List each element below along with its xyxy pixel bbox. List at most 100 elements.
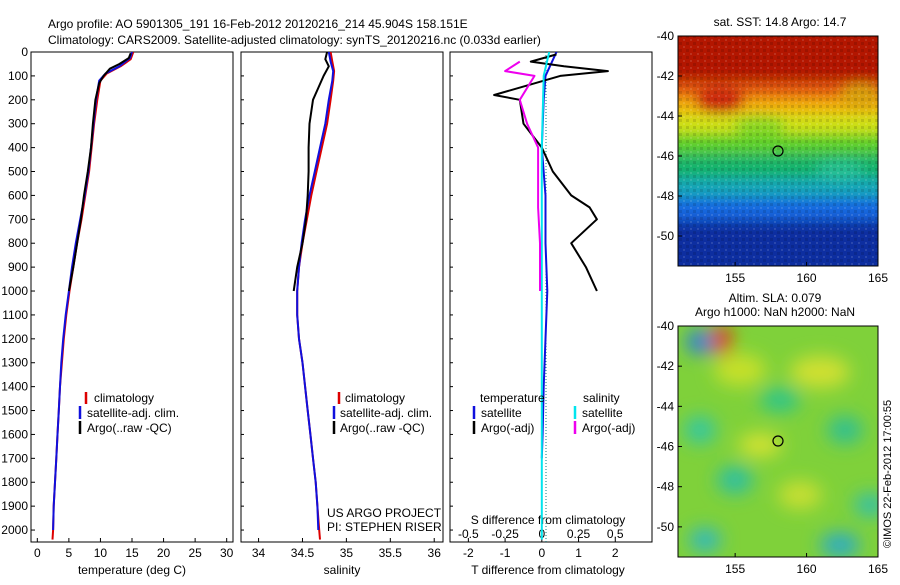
map-y-tick-label: -44 [657,109,675,123]
argo-location-marker [772,145,784,157]
depth-tick-label: 0 [21,45,28,59]
t-difference-x-axis: -2 -1 0 1 2 [463,538,619,560]
depth-tick-label: 200 [8,93,28,107]
difference-legend: temperature salinity satellite Argo(-adj… [472,391,635,435]
series-line-satellite-adj-clim- [296,52,335,531]
map-x-tick-label: 160 [797,271,817,285]
depth-tick-label: 600 [8,188,28,202]
map-y-tick-label: -50 [657,229,675,243]
x-tick-label: 36 [428,546,442,560]
map-x-tick-label: 160 [797,562,817,576]
legend-header-salinity: salinity [583,391,620,405]
depth-tick-label: 100 [8,69,28,83]
depth-tick-label: 700 [8,212,28,226]
x-tick-label: 34.5 [291,546,315,560]
t-difference-axis-label: T difference from climatology [471,563,625,577]
header-line-2: Climatology: CARS2009. Satellite-adjuste… [48,33,541,47]
x-tick-label: 5 [66,546,73,560]
x-tick-label: 1 [575,546,582,560]
x-tick-label: 20 [157,546,171,560]
depth-tick-label: 1800 [1,475,28,489]
temperature-axis-label: temperature (deg C) [78,563,186,577]
x-tick-label: 0 [538,546,545,560]
depth-tick-label: 900 [8,260,28,274]
depth-tick-label: 2000 [1,523,28,537]
series-line-argo-adj- [504,60,541,291]
x-tick-label: -1 [500,546,511,560]
legend-label: Argo(..raw -QC) [340,421,425,435]
map-y-tick-label: -48 [657,189,675,203]
salinity-x-axis: 34 34.5 35 35.5 36 [252,538,441,560]
salinity-panel-frame [240,51,444,543]
map-y-tick-label: -46 [657,149,675,163]
imos-timestamp: ©IMOS 22-Feb-2012 17:00:55 [882,400,894,548]
map-y-tick-label: -48 [657,480,675,494]
x-tick-label: 0 [34,546,41,560]
s-tick-label: 0.25 [567,527,591,541]
argo-location-marker [772,435,784,447]
sla-map-frame [677,325,879,558]
temperature-legend: climatology satellite-adj. clim. Argo(..… [78,391,179,435]
legend-label: climatology [94,391,154,405]
sla-heatmap [678,326,878,557]
series-line-argo-adj- [493,53,609,292]
depth-tick-label: 1200 [1,332,28,346]
salinity-legend: climatology satellite-adj. clim. Argo(..… [332,391,432,435]
map-x-tick-label: 155 [725,271,745,285]
depth-tick-label: 300 [8,117,28,131]
s-tick-label: -0.5 [458,527,479,541]
sst-map-frame [677,35,879,267]
map-y-tick-label: -42 [657,69,675,83]
depth-tick-label: 1300 [1,356,28,370]
x-tick-label: 25 [188,546,202,560]
series-line-satellite [540,52,551,540]
map-y-tick-label: -42 [657,359,675,373]
depth-tick-label: 1600 [1,427,28,441]
series-line-climatology [296,52,336,540]
project-credit: US ARGO PROJECT [327,506,442,520]
x-tick-label: 35 [340,546,354,560]
x-tick-label: 34 [252,546,266,560]
temperature-panel-frame [30,51,234,543]
map-x-tick-label: 155 [725,562,745,576]
map-x-tick-label: 165 [868,562,888,576]
series-line-satellite [540,52,558,459]
sla-map-axes: 155 160 165 -40 -42 -44 -46 -48 -50 [657,319,889,576]
legend-label: satellite-adj. clim. [87,406,179,420]
legend-header-temperature: temperature [480,391,545,405]
sst-map-title: sat. SST: 14.8 Argo: 14.7 [714,15,847,29]
x-tick-label: 35.5 [379,546,403,560]
legend-label: climatology [345,391,405,405]
salinity-series [292,52,336,540]
legend-label: Argo(-adj) [481,421,534,435]
map-y-tick-label: -40 [657,319,675,333]
salinity-axis-label: salinity [324,563,361,577]
sst-heatmap [678,36,878,266]
map-y-tick-label: -40 [657,29,675,43]
depth-tick-label: 400 [8,141,28,155]
sla-map-title: Altim. SLA: 0.079 [729,291,822,305]
pi-credit: PI: STEPHEN RISER [327,520,442,534]
sla-map-subtitle: Argo h1000: NaN h2000: NaN [695,305,855,319]
depth-tick-label: 1700 [1,451,28,465]
sst-map-axes: 155 160 165 -40 -42 -44 -46 -48 -50 [657,29,889,285]
depth-tick-label: 1500 [1,404,28,418]
legend-label: Argo(..raw -QC) [87,421,172,435]
x-tick-label: 30 [220,546,234,560]
s-difference-axis-label: S difference from climatology [471,513,626,527]
depth-tick-label: 1100 [2,308,28,322]
legend-label: satellite-adj. clim. [340,406,432,420]
map-y-tick-label: -46 [657,440,675,454]
header-line-1: Argo profile: AO 5901305_191 16-Feb-2012… [48,17,468,31]
legend-label: satellite [582,406,623,420]
temperature-series [51,52,135,540]
depth-tick-label: 500 [8,165,28,179]
x-tick-label: 15 [125,546,139,560]
series-line-argo-raw-qc- [292,52,330,292]
s-tick-label: 0.5 [607,527,624,541]
legend-label: satellite [481,406,522,420]
difference-series [493,52,609,540]
map-x-tick-label: 165 [868,271,888,285]
map-y-tick-label: -50 [657,520,675,534]
